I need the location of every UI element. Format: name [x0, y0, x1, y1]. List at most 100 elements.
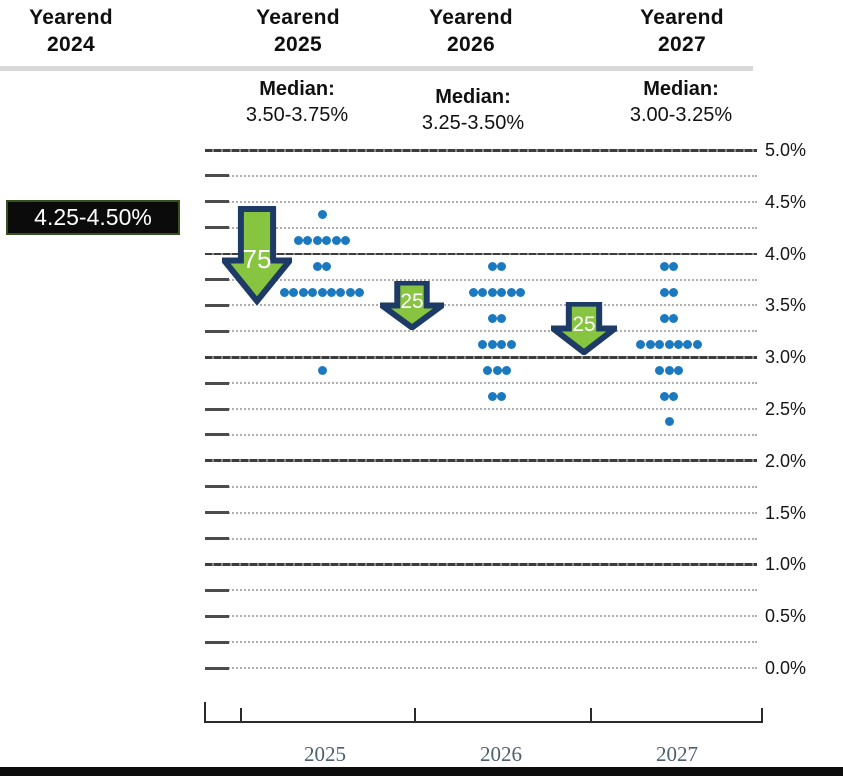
yearend-2024-median-box: 4.25-4.50%: [6, 200, 180, 235]
projection-dot: [487, 339, 497, 349]
projection-dot: [655, 365, 665, 375]
header-yearend-2025: Yearend 2025: [198, 4, 398, 58]
header-line2: 2025: [274, 33, 322, 56]
gridline-3.00: [205, 355, 757, 359]
projection-dot: [497, 287, 507, 297]
y-axis-minor-tick: [205, 303, 229, 307]
projection-dot: [322, 236, 332, 246]
x-axis-tick: [761, 708, 763, 721]
projection-dot: [664, 339, 674, 349]
gridline-2.75: [205, 382, 757, 385]
projection-dot: [655, 339, 665, 349]
projection-dot: [683, 339, 693, 349]
projection-dot: [341, 236, 350, 246]
y-axis-label: 1.5%: [765, 502, 807, 523]
projection-dot: [673, 339, 683, 349]
projection-dot: [326, 287, 336, 297]
projection-dot: [317, 287, 327, 297]
projection-dot: [497, 313, 507, 323]
gridline-2.25: [205, 433, 757, 436]
y-axis-minor-tick: [205, 614, 229, 618]
projection-dot: [506, 339, 516, 349]
projection-dot: [322, 262, 332, 272]
y-axis-minor-tick: [205, 381, 229, 385]
header-line2: 2027: [658, 33, 706, 56]
gridline-1.25: [205, 537, 757, 540]
projection-dot: [487, 287, 497, 297]
y-axis-minor-tick: [205, 433, 229, 437]
header-line1: Yearend: [429, 6, 513, 29]
y-axis-label: 0.0%: [765, 658, 807, 678]
y-axis-label: 1.0%: [765, 554, 807, 575]
projection-dot: [336, 287, 346, 297]
x-axis-tick: [204, 702, 206, 721]
y-axis-minor-tick: [205, 537, 229, 540]
projection-dot: [497, 391, 507, 401]
arrow-cut-amount: 25: [400, 290, 424, 313]
y-axis-minor-tick: [205, 278, 229, 281]
projection-dot: [492, 365, 502, 375]
projection-dot: [669, 313, 679, 323]
y-axis-minor-tick: [205, 226, 229, 230]
y-axis-minor-tick: [205, 329, 229, 333]
rate-cut-arrow-25-first: 25: [380, 281, 444, 330]
gridline-1.50: [205, 511, 757, 514]
y-axis-label: 3.0%: [765, 347, 807, 368]
y-axis-minor-tick: [205, 588, 229, 592]
gridline-3.50: [205, 304, 757, 307]
footer-bar: [0, 767, 843, 776]
gridline-4.25: [205, 226, 757, 229]
projection-dot: [659, 262, 669, 272]
y-axis-minor-tick: [205, 407, 229, 411]
x-axis-label-2027: 2027: [656, 742, 698, 766]
projection-dot: [673, 365, 683, 375]
gridline-1.75: [205, 485, 757, 488]
header-line1: Yearend: [29, 6, 113, 29]
projection-dot: [664, 417, 674, 427]
header-line1: Yearend: [640, 6, 724, 29]
projection-dot: [669, 391, 679, 401]
median-range: 3.50-3.75%: [245, 104, 349, 126]
yearend-2024-median-value: 4.25-4.50%: [34, 204, 152, 230]
projection-dot: [298, 287, 308, 297]
projection-dot: [487, 313, 497, 323]
gridline-3.25: [205, 330, 757, 333]
projection-dot: [345, 287, 355, 297]
projection-dot: [312, 236, 322, 246]
y-axis-label: 4.5%: [765, 191, 807, 212]
y-axis-label: 2.5%: [765, 399, 807, 419]
projection-dot: [478, 339, 488, 349]
projection-dot: [294, 236, 303, 246]
gridline-0.75: [205, 589, 757, 592]
projection-dot: [279, 287, 289, 297]
projection-dot: [355, 287, 365, 297]
projection-dot: [317, 210, 327, 220]
projection-dot: [308, 287, 318, 297]
y-axis-minor-tick: [205, 511, 229, 515]
median-2025: Median: 3.50-3.75%: [192, 76, 402, 128]
gridline-5.00: [205, 148, 757, 152]
header-line2: 2026: [447, 33, 495, 56]
x-axis-tick: [240, 708, 242, 721]
down-arrow-icon: [380, 281, 444, 330]
projection-dot: [331, 236, 341, 246]
x-axis-label-2026: 2026: [480, 742, 522, 766]
projection-dot: [669, 262, 679, 272]
projection-dot: [636, 339, 646, 349]
header-separator: [0, 66, 753, 71]
median-label: Median:: [435, 86, 511, 108]
header-yearend-2026: Yearend 2026: [371, 4, 571, 58]
projection-dot: [469, 287, 478, 297]
projection-dot: [317, 365, 327, 375]
projection-dot: [497, 339, 507, 349]
down-arrow-icon: [222, 206, 292, 305]
median-label: Median:: [643, 78, 719, 100]
header-yearend-2024: Yearend 2024: [0, 4, 171, 58]
projection-dot: [303, 236, 313, 246]
median-2027: Median: 3.00-3.25%: [576, 76, 786, 128]
median-2026: Median: 3.25-3.50%: [368, 84, 578, 136]
projection-dot: [312, 262, 322, 272]
projection-dot: [501, 365, 511, 375]
projection-dot: [669, 287, 679, 297]
gridline-2.50: [205, 408, 757, 410]
